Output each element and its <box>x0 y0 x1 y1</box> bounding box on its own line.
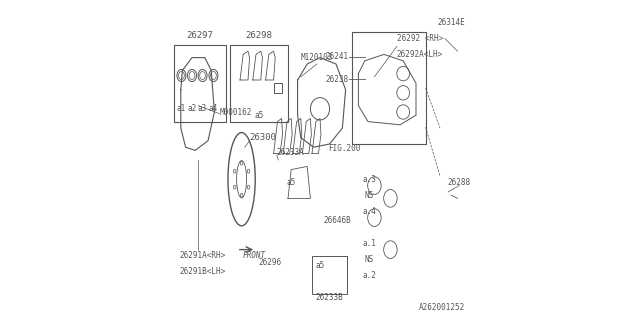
Bar <box>274 83 282 93</box>
Text: 26314E: 26314E <box>437 18 465 27</box>
Text: 26300: 26300 <box>250 133 276 142</box>
Text: 26298: 26298 <box>246 31 273 40</box>
Text: a.2: a.2 <box>363 271 376 280</box>
Text: 26292 <RH>: 26292 <RH> <box>397 34 443 43</box>
Text: FRONT: FRONT <box>243 252 266 260</box>
Text: M120103: M120103 <box>301 53 333 62</box>
Bar <box>352 32 426 144</box>
Bar <box>230 45 288 122</box>
Text: A262001252: A262001252 <box>419 303 465 312</box>
Text: a5: a5 <box>255 111 264 120</box>
Text: 26238: 26238 <box>326 75 349 84</box>
Text: 26292A<LH>: 26292A<LH> <box>397 50 443 59</box>
Bar <box>174 45 226 122</box>
Text: 26291B<LH>: 26291B<LH> <box>179 268 225 276</box>
Text: 26646B: 26646B <box>324 216 351 225</box>
Text: a5: a5 <box>316 261 324 270</box>
Text: 26233A: 26233A <box>277 148 305 156</box>
Text: 26288: 26288 <box>447 178 471 187</box>
Text: FIG.200: FIG.200 <box>328 144 360 153</box>
Text: a3: a3 <box>198 104 207 113</box>
Text: 26296: 26296 <box>259 258 282 267</box>
Text: a4: a4 <box>209 104 218 113</box>
Text: 26297: 26297 <box>187 31 213 40</box>
Text: a.4: a.4 <box>363 207 376 216</box>
Text: NS: NS <box>365 191 374 200</box>
Text: a2: a2 <box>188 104 196 113</box>
Text: 26241: 26241 <box>326 52 349 61</box>
Text: M000162: M000162 <box>219 108 252 116</box>
Text: a1: a1 <box>177 104 186 113</box>
Bar <box>312 256 347 294</box>
Text: a.3: a.3 <box>363 175 376 184</box>
Text: a.1: a.1 <box>363 239 376 248</box>
Text: a5: a5 <box>287 178 296 187</box>
Text: 26291A<RH>: 26291A<RH> <box>179 252 225 260</box>
Text: 26233B: 26233B <box>316 293 344 302</box>
Text: NS: NS <box>365 255 374 264</box>
